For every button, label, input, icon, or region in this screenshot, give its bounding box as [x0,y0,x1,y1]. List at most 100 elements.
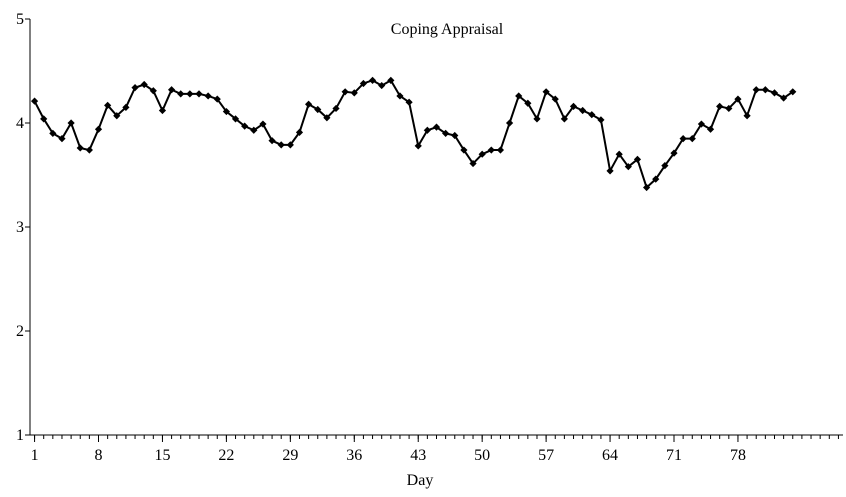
marker [250,126,258,134]
marker [405,98,413,106]
marker [241,122,249,130]
x-tick-label: 43 [410,447,426,464]
marker [442,129,450,137]
x-tick-label: 57 [538,447,554,464]
y-tick-label: 2 [16,323,24,340]
marker [679,135,687,143]
marker [268,137,276,145]
marker [30,97,39,105]
y-tick-label: 5 [16,11,24,28]
x-tick-label: 36 [346,447,362,464]
marker [222,107,230,116]
marker [688,135,696,143]
marker [533,115,541,123]
x-tick-label: 15 [154,447,170,464]
marker [451,131,459,140]
marker [752,86,760,94]
marker [469,159,477,168]
marker [177,90,185,98]
marker [259,120,267,128]
line [33,79,794,190]
marker [396,92,404,100]
marker [770,89,779,97]
marker [743,112,751,120]
marker [716,102,724,110]
marker [661,162,669,170]
marker [460,146,468,154]
marker [131,84,139,92]
marker [286,141,294,149]
marker [314,105,322,114]
marker [423,126,431,134]
marker [542,88,550,96]
marker [588,111,596,119]
marker [359,79,368,88]
marker [478,150,486,158]
marker [780,94,788,102]
marker [122,103,130,111]
marker [378,81,386,90]
marker [515,92,523,100]
marker [725,104,733,113]
x-tick-label: 64 [602,447,618,464]
marker [323,114,331,122]
marker [633,155,642,163]
marker [652,175,660,183]
x-tick-label: 22 [218,447,234,464]
marker [551,95,559,103]
marker [158,106,167,115]
marker [149,87,157,95]
marker [85,146,93,154]
marker [186,90,194,98]
x-axis-label: Day [407,472,434,489]
marker [231,115,240,123]
marker [332,104,340,113]
marker [49,129,57,137]
marker [761,86,769,94]
marker [305,100,313,108]
marker [643,183,651,192]
x-tick-label: 8 [95,447,103,464]
marker [432,123,441,131]
marker [167,86,176,94]
chart-title: Coping Appraisal [391,21,504,38]
marker [487,146,495,154]
marker [94,125,103,133]
marker [670,149,678,157]
marker [104,101,112,109]
x-tick-label: 1 [31,447,39,464]
marker [76,144,84,152]
x-tick-label: 78 [730,447,746,464]
marker [113,112,121,120]
marker [195,90,203,98]
marker [67,119,75,127]
marker [40,115,48,123]
marker [569,102,578,110]
marker [295,128,304,136]
marker [606,167,614,175]
marker [579,106,587,115]
marker [697,120,706,128]
marker [414,142,422,150]
marker [706,125,715,133]
y-tick-label: 1 [16,427,24,444]
marker [204,92,212,100]
x-tick-label: 71 [666,447,682,464]
marker [496,146,505,154]
marker [368,76,377,84]
marker [560,115,568,123]
y-tick-label: 4 [16,115,24,132]
marker [789,88,797,96]
marker [524,99,532,107]
marker [341,88,349,96]
x-tick-label: 50 [474,447,490,464]
marker [350,89,358,97]
marker [140,80,148,89]
marker [58,135,66,143]
marker [277,141,285,149]
marker [505,119,514,127]
marker [213,95,221,103]
y-tick-label: 3 [16,219,24,236]
marker [387,76,395,84]
